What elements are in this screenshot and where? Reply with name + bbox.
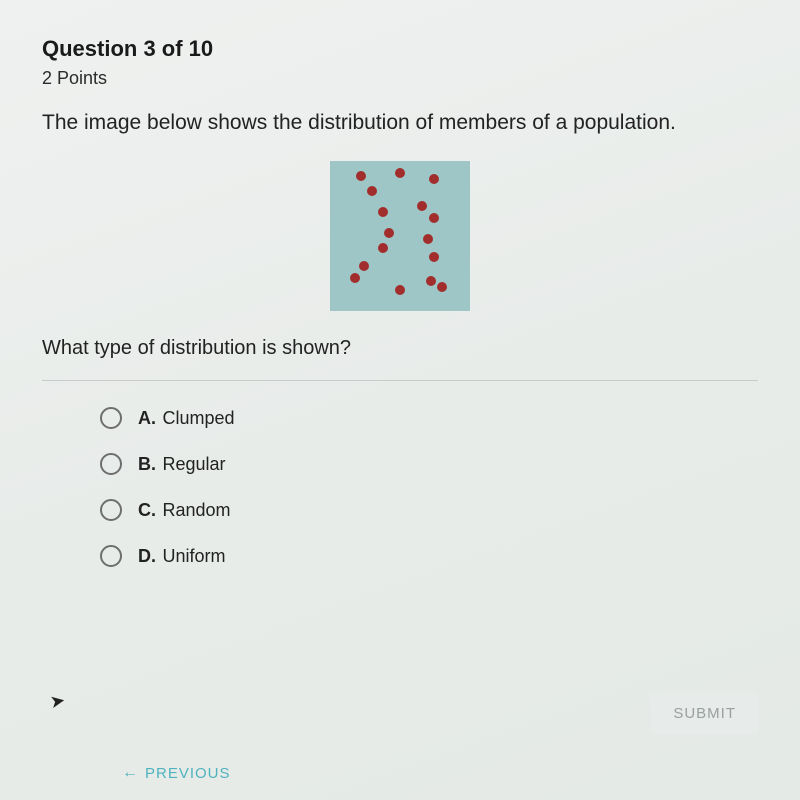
choice-letter: A. [138, 408, 156, 428]
population-dot [378, 207, 388, 217]
population-dot [429, 174, 439, 184]
question-stem: The image below shows the distribution o… [42, 111, 758, 135]
choice-letter: B. [138, 454, 156, 474]
population-dot [367, 186, 377, 196]
answer-choices: A. Clumped B. Regular C. Random D. Unifo… [42, 407, 758, 567]
arrow-left-icon: ← [122, 764, 139, 782]
quiz-panel: Question 3 of 10 2 Points The image belo… [0, 0, 800, 800]
choice-c[interactable]: C. Random [100, 499, 758, 521]
radio-icon [100, 407, 122, 429]
population-dot [350, 273, 360, 283]
population-dot [417, 201, 427, 211]
question-points: 2 Points [42, 68, 758, 89]
question-number: Question 3 of 10 [42, 36, 758, 62]
population-dot [378, 243, 388, 253]
population-dot [426, 276, 436, 286]
population-dot [395, 168, 405, 178]
choice-text: Regular [162, 454, 225, 474]
previous-button[interactable]: ← PREVIOUS [122, 764, 231, 782]
population-dot [429, 252, 439, 262]
question-header: Question 3 of 10 2 Points [42, 36, 758, 89]
population-dot [384, 228, 394, 238]
submit-button[interactable]: SUBMIT [651, 693, 758, 734]
radio-icon [100, 499, 122, 521]
figure-container [42, 161, 758, 311]
choice-letter: C. [138, 500, 156, 520]
population-dot [395, 285, 405, 295]
radio-icon [100, 453, 122, 475]
choice-text: Clumped [162, 408, 234, 428]
choice-text: Uniform [162, 546, 225, 566]
choice-letter: D. [138, 546, 156, 566]
population-dot [437, 282, 447, 292]
sub-question: What type of distribution is shown? [42, 337, 758, 360]
cursor-icon: ➤ [48, 690, 67, 713]
choice-text: Random [162, 500, 230, 520]
population-dot [356, 171, 366, 181]
radio-icon [100, 545, 122, 567]
choice-b[interactable]: B. Regular [100, 453, 758, 475]
choice-d[interactable]: D. Uniform [100, 545, 758, 567]
divider [42, 380, 758, 381]
distribution-figure [330, 161, 470, 311]
previous-label: PREVIOUS [145, 765, 231, 782]
population-dot [423, 234, 433, 244]
population-dot [359, 261, 369, 271]
choice-a[interactable]: A. Clumped [100, 407, 758, 429]
population-dot [429, 213, 439, 223]
